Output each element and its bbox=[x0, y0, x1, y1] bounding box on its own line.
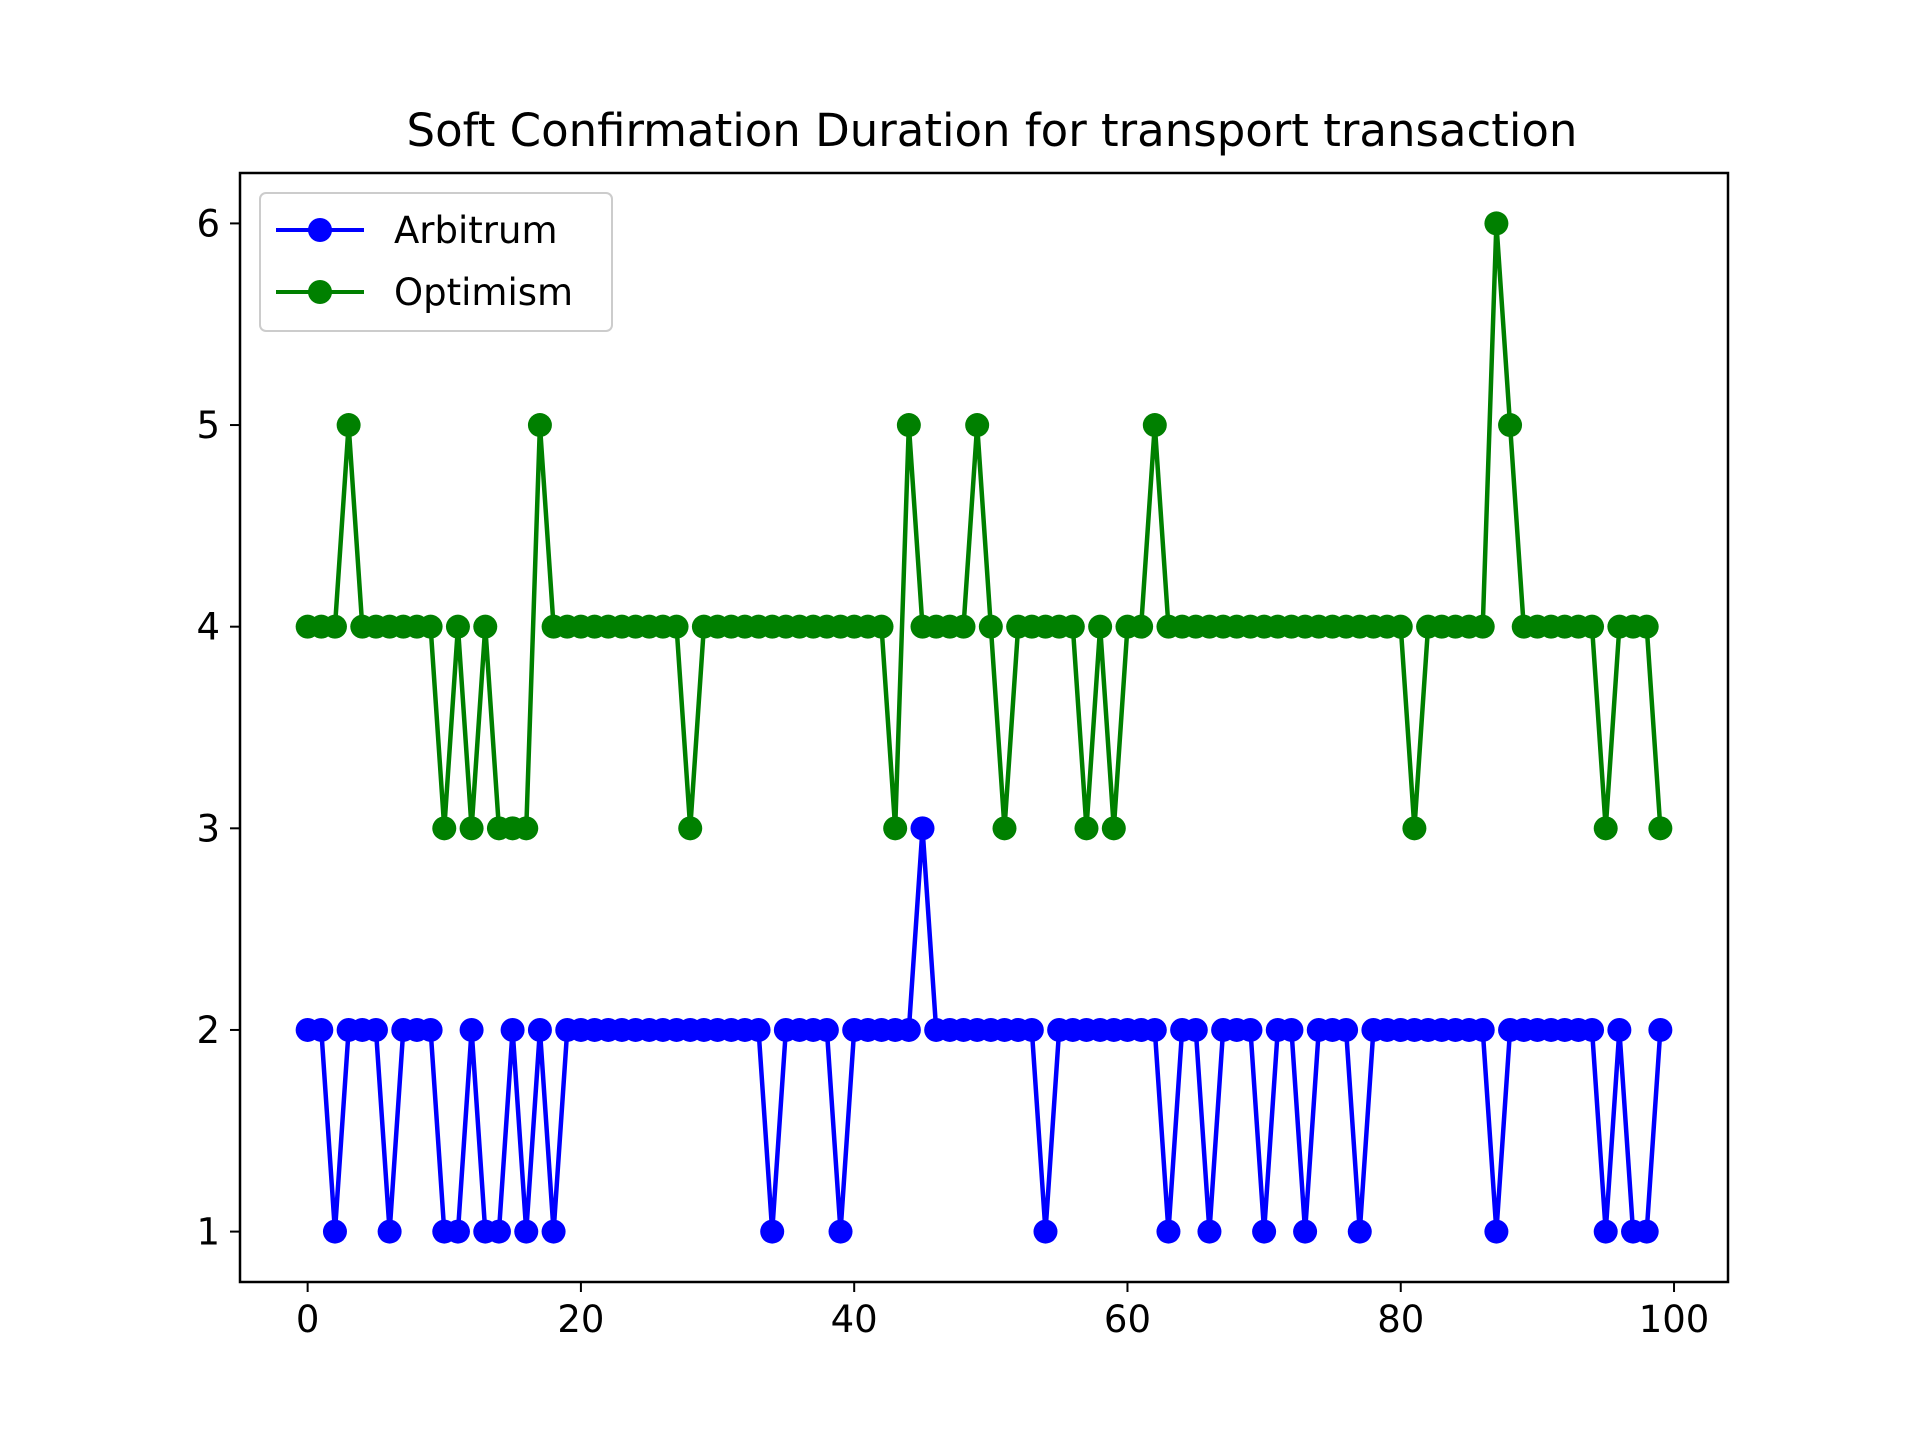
x-axis: 0 20 40 60 80 100 bbox=[296, 1282, 1709, 1341]
data-point-optimism bbox=[473, 614, 498, 639]
data-point-optimism bbox=[896, 413, 921, 438]
data-point-optimism bbox=[336, 413, 361, 438]
data-point-arbitrum bbox=[1293, 1219, 1318, 1244]
data-point-arbitrum bbox=[1238, 1017, 1263, 1042]
data-point-optimism bbox=[1470, 614, 1495, 639]
data-point-optimism bbox=[1484, 211, 1509, 236]
data-point-arbitrum bbox=[1252, 1219, 1277, 1244]
data-point-arbitrum bbox=[1279, 1017, 1304, 1042]
data-point-arbitrum bbox=[459, 1017, 484, 1042]
data-point-arbitrum bbox=[746, 1017, 771, 1042]
data-point-arbitrum bbox=[828, 1219, 853, 1244]
legend-box bbox=[259, 192, 613, 332]
y-tick-label: 1 bbox=[196, 1211, 220, 1254]
data-point-optimism bbox=[992, 816, 1017, 841]
data-point-optimism bbox=[1593, 816, 1618, 841]
data-point-arbitrum bbox=[445, 1219, 470, 1244]
y-axis: 1 2 3 4 5 6 bbox=[196, 202, 240, 1254]
data-point-optimism bbox=[1088, 614, 1113, 639]
data-point-arbitrum bbox=[527, 1017, 552, 1042]
data-point-optimism bbox=[527, 413, 552, 438]
data-point-arbitrum bbox=[1156, 1219, 1181, 1244]
data-point-arbitrum bbox=[514, 1219, 539, 1244]
data-point-arbitrum bbox=[1019, 1017, 1044, 1042]
data-point-optimism bbox=[459, 816, 484, 841]
data-point-optimism bbox=[1074, 816, 1099, 841]
x-tick-label: 100 bbox=[1639, 1298, 1710, 1341]
data-point-arbitrum bbox=[1033, 1219, 1058, 1244]
y-tick-label: 6 bbox=[196, 202, 220, 245]
data-point-optimism bbox=[869, 614, 894, 639]
legend-arbitrum-label: Arbitrum bbox=[394, 209, 558, 252]
x-tick-label: 60 bbox=[1104, 1298, 1151, 1341]
x-tick-label: 80 bbox=[1377, 1298, 1424, 1341]
y-tick-label: 4 bbox=[196, 606, 220, 649]
data-point-optimism bbox=[1129, 614, 1154, 639]
data-point-arbitrum bbox=[418, 1017, 443, 1042]
y-tick-label: 5 bbox=[196, 404, 220, 447]
x-tick-label: 0 bbox=[296, 1298, 320, 1341]
data-point-arbitrum bbox=[1470, 1017, 1495, 1042]
plot-frame bbox=[238, 171, 1730, 1284]
legend: Arbitrum Optimism bbox=[259, 192, 613, 332]
legend-optimism-label: Optimism bbox=[394, 271, 573, 314]
data-point-optimism bbox=[432, 816, 457, 841]
series-arbitrum bbox=[295, 816, 1673, 1244]
data-point-optimism bbox=[418, 614, 443, 639]
data-point-arbitrum bbox=[309, 1017, 334, 1042]
data-point-arbitrum bbox=[1634, 1219, 1659, 1244]
data-point-optimism bbox=[978, 614, 1003, 639]
data-point-optimism bbox=[965, 413, 990, 438]
legend-optimism-marker bbox=[308, 280, 332, 304]
data-point-arbitrum bbox=[1593, 1219, 1618, 1244]
data-point-optimism bbox=[514, 816, 539, 841]
chart-title: Soft Confirmation Duration for transport… bbox=[407, 104, 1578, 157]
data-point-optimism bbox=[1498, 413, 1523, 438]
data-point-arbitrum bbox=[1648, 1017, 1673, 1042]
data-point-optimism bbox=[1142, 413, 1167, 438]
data-point-arbitrum bbox=[1607, 1017, 1632, 1042]
series-optimism bbox=[295, 211, 1673, 841]
legend-arbitrum-marker bbox=[308, 218, 332, 242]
data-point-optimism bbox=[322, 614, 347, 639]
series-layer bbox=[295, 211, 1673, 1244]
y-tick-label: 2 bbox=[196, 1009, 220, 1052]
data-point-arbitrum bbox=[1347, 1219, 1372, 1244]
data-point-optimism bbox=[883, 816, 908, 841]
data-point-arbitrum bbox=[322, 1219, 347, 1244]
data-point-optimism bbox=[1101, 816, 1126, 841]
x-tick-label: 20 bbox=[557, 1298, 604, 1341]
data-point-arbitrum bbox=[760, 1219, 785, 1244]
data-point-arbitrum bbox=[1183, 1017, 1208, 1042]
data-point-arbitrum bbox=[363, 1017, 388, 1042]
data-point-arbitrum bbox=[896, 1017, 921, 1042]
data-point-arbitrum bbox=[910, 816, 935, 841]
data-point-arbitrum bbox=[1484, 1219, 1509, 1244]
x-tick-label: 40 bbox=[831, 1298, 878, 1341]
data-point-optimism bbox=[664, 614, 689, 639]
data-point-arbitrum bbox=[500, 1017, 525, 1042]
data-point-optimism bbox=[1060, 614, 1085, 639]
data-point-optimism bbox=[445, 614, 470, 639]
data-point-arbitrum bbox=[1334, 1017, 1359, 1042]
data-point-arbitrum bbox=[814, 1017, 839, 1042]
data-point-optimism bbox=[1580, 614, 1605, 639]
data-point-optimism bbox=[1388, 614, 1413, 639]
data-point-arbitrum bbox=[1197, 1219, 1222, 1244]
data-point-optimism bbox=[951, 614, 976, 639]
data-point-arbitrum bbox=[377, 1219, 402, 1244]
data-point-arbitrum bbox=[486, 1219, 511, 1244]
data-point-optimism bbox=[1648, 816, 1673, 841]
data-point-optimism bbox=[1634, 614, 1659, 639]
y-tick-label: 3 bbox=[196, 807, 220, 850]
data-point-arbitrum bbox=[541, 1219, 566, 1244]
data-point-arbitrum bbox=[1142, 1017, 1167, 1042]
data-point-arbitrum bbox=[1580, 1017, 1605, 1042]
data-point-optimism bbox=[678, 816, 703, 841]
data-point-optimism bbox=[1402, 816, 1427, 841]
